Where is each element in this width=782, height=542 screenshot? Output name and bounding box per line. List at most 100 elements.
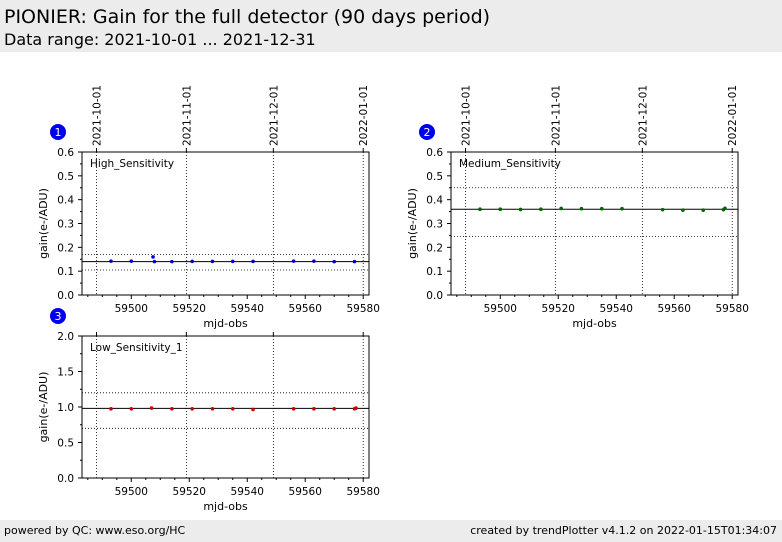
panel-1-data-point (129, 259, 134, 263)
panel-3-y-tick-label: 2.0 (57, 331, 74, 343)
panel-3-data-point (149, 406, 154, 410)
panel-2-number-label: 2 (424, 126, 431, 139)
header-bar: PIONIER: Gain for the full detector (90 … (0, 0, 782, 52)
panel-3-number-badge (50, 308, 66, 324)
panel-3-data-point (291, 406, 296, 411)
panel-1-x-tick-label: 59560 (289, 303, 322, 315)
panel-2-data-point (478, 207, 482, 211)
panel-1-x-tick-label: 59580 (346, 303, 379, 315)
panel-1-number-label: 1 (55, 126, 62, 139)
panel-1-data-point (332, 259, 337, 264)
panel-3-x-tick-label: 59580 (346, 486, 379, 498)
panel-1-y-tick-label: 0.6 (57, 147, 74, 159)
footer-bar: powered by QC: www.eso.org/HC created by… (0, 520, 782, 542)
panel-2-data-point (539, 207, 543, 211)
panel-1-data-point (291, 259, 296, 263)
panel-1-data-point (312, 259, 316, 263)
panel-1-x-tick-label: 59540 (231, 303, 264, 315)
panel-2-x-tick-label: 59540 (600, 303, 633, 315)
panel-2-x-axis-label: mjd-obs (572, 317, 617, 330)
panel-1-y-tick-label: 0.1 (57, 266, 74, 278)
page-subtitle: Data range: 2021-10-01 ... 2021-12-31 (4, 30, 316, 49)
footer-created-by: created by trendPlotter v4.1.2 on 2022-0… (470, 524, 777, 537)
panel-1-x-tick-label: 59500 (115, 303, 148, 315)
panel-2-y-tick-label: 0.6 (426, 147, 443, 159)
panel-2-y-tick-label: 0.4 (426, 195, 443, 207)
panel-3-data-point (170, 406, 174, 411)
panel-3-data-point (190, 406, 194, 411)
panel-2-series-label: Medium_Sensitivity (459, 158, 561, 170)
panel-3-x-tick-label: 59560 (289, 486, 322, 498)
panel-1-data-point (170, 259, 174, 264)
panel-1-y-tick-label: 0.0 (57, 290, 74, 302)
footer-powered-by: powered by QC: www.eso.org/HC (4, 524, 186, 537)
panel-2-frame (450, 151, 739, 296)
panel-3-number-label: 3 (55, 310, 62, 323)
panel-3-x-axis-label: mjd-obs (203, 500, 248, 513)
panel-1-y-axis-label: gain(e-/ADU) (37, 188, 50, 259)
panel-1-data-point (230, 259, 235, 264)
panel-1-x-axis-label: mjd-obs (203, 317, 248, 330)
panel-2-number-badge (419, 124, 435, 140)
panel-1-data-point (151, 255, 155, 259)
panel-1-y-tick-label: 0.3 (57, 219, 74, 231)
page-title: PIONIER: Gain for the full detector (90 … (4, 6, 491, 28)
panel-3-y-axis-label: gain(e-/ADU) (37, 372, 50, 443)
panel-3-data-point (230, 406, 235, 411)
panel-2-x-tick-label: 59520 (542, 303, 575, 315)
panel-1-x-tick-label: 59520 (173, 303, 206, 315)
panel-3-y-tick-label: 0.5 (57, 438, 74, 450)
panel-2-data-point (498, 207, 503, 211)
panel-1-data-point (152, 259, 157, 264)
panel-3-data-point (210, 406, 215, 411)
panel-1-data-point (109, 259, 113, 263)
panel-2-data-point (620, 206, 624, 211)
panel-3-series-label: Low_Sensitivity_1 (90, 342, 183, 354)
panel-1-date-label: 2021-10-01 (91, 85, 103, 146)
panel-2-date-label: 2021-11-01 (550, 85, 562, 146)
panel-2-y-tick-label: 0.2 (426, 242, 443, 254)
panel-2-x-tick-label: 59580 (715, 303, 748, 315)
panel-2-y-tick-label: 0.3 (426, 219, 443, 231)
panel-3-y-tick-label: 1.5 (57, 367, 74, 379)
panel-3-data-point (312, 406, 316, 411)
panel-3-x-tick-label: 59500 (115, 486, 148, 498)
panel-2-date-label: 2021-10-01 (460, 85, 472, 146)
panel-1-y-tick-label: 0.2 (57, 242, 74, 254)
panel-3-x-tick-label: 59540 (231, 486, 264, 498)
panel-2-data-point (723, 206, 727, 211)
panel-3-y-tick-label: 0.0 (57, 473, 74, 485)
panel-1-date-label: 2021-12-01 (268, 85, 280, 146)
panel-2-data-point (559, 206, 563, 211)
panel-1-series-label: High_Sensitivity (90, 158, 174, 170)
panel-2-y-tick-label: 0.5 (426, 171, 443, 183)
panel-2-data-point (660, 207, 665, 212)
panel-3-y-tick-label: 1.0 (57, 402, 74, 414)
panel-2-x-tick-label: 59500 (484, 303, 517, 315)
panel-2-y-axis-label: gain(e-/ADU) (406, 188, 419, 259)
panel-1-data-point (190, 259, 194, 264)
panel-3-data-point (332, 406, 337, 411)
panel-1-data-point (210, 259, 215, 264)
panel-2-data-point (579, 206, 584, 211)
charts-canvas: 2021-10-01 2021-11-01 2021-12-01 2022-01-01… (37, 85, 749, 513)
panel-1-y-tick-label: 0.5 (57, 171, 74, 183)
panel-2-x-tick-label: 59560 (658, 303, 691, 315)
panel-3-frame (81, 335, 370, 479)
panel-3-data-point (354, 406, 358, 410)
panel-2-data-point (518, 207, 523, 212)
panel-3-data-point (109, 406, 113, 411)
panel-3-data-point (129, 406, 134, 411)
panel-2-data-point (701, 208, 706, 212)
panel-1-date-label: 2021-11-01 (181, 85, 193, 146)
panel-1-data-point (251, 259, 255, 264)
panel-2-y-tick-label: 0.0 (426, 290, 443, 302)
panel-1-data-point (352, 259, 357, 264)
panel-1-frame (81, 151, 370, 296)
panel-3-data-point (251, 407, 255, 412)
panel-2-y-tick-label: 0.1 (426, 266, 443, 278)
panel-2-date-label: 2021-12-01 (637, 85, 649, 146)
panel-2-data-point (681, 208, 685, 212)
panel-1-y-tick-label: 0.4 (57, 195, 74, 207)
panel-3-x-tick-label: 59520 (173, 486, 206, 498)
